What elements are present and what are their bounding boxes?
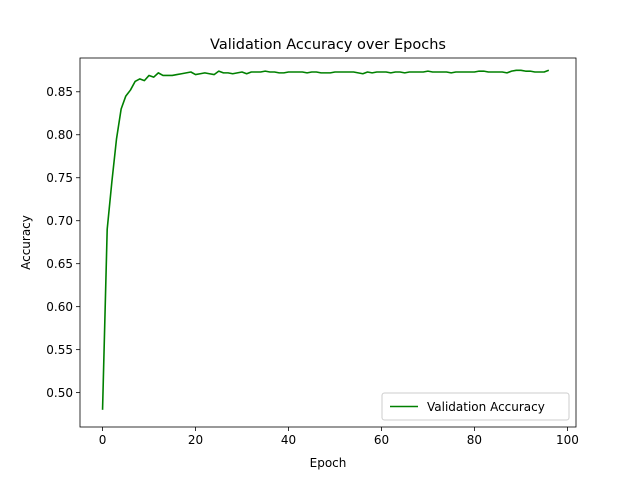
x-axis-label: Epoch (310, 456, 347, 470)
y-tick-label: 0.75 (46, 171, 73, 185)
x-tick-label: 40 (281, 433, 296, 447)
y-tick-label: 0.80 (46, 128, 73, 142)
axes-background (80, 58, 576, 427)
x-tick-label: 20 (188, 433, 203, 447)
x-axis-ticks: 0 20 40 60 80 100 (99, 427, 579, 447)
y-axis-ticks: 0.50 0.55 0.60 0.65 0.70 0.75 0.80 0.85 (46, 85, 80, 400)
y-tick-label: 0.85 (46, 85, 73, 99)
y-tick-label: 0.55 (46, 343, 73, 357)
y-axis-label: Accuracy (19, 215, 33, 270)
series-line-0 (101, 69, 550, 410)
y-tick-label: 0.65 (46, 257, 73, 271)
y-tick-label: 0.50 (46, 386, 73, 400)
x-tick-label: 0 (99, 433, 107, 447)
chart-title: Validation Accuracy over Epochs (210, 37, 446, 53)
y-tick-label: 0.70 (46, 214, 73, 228)
axes-frame (79, 57, 577, 428)
plot-area (79, 57, 577, 428)
y-tick-label: 0.60 (46, 300, 73, 314)
x-tick-label: 60 (374, 433, 389, 447)
legend: Validation Accuracy (381, 392, 570, 421)
x-tick-label: 100 (556, 433, 579, 447)
legend-box (381, 392, 570, 421)
legend-entry-label: Validation Accuracy (427, 400, 545, 414)
x-tick-label: 80 (467, 433, 482, 447)
